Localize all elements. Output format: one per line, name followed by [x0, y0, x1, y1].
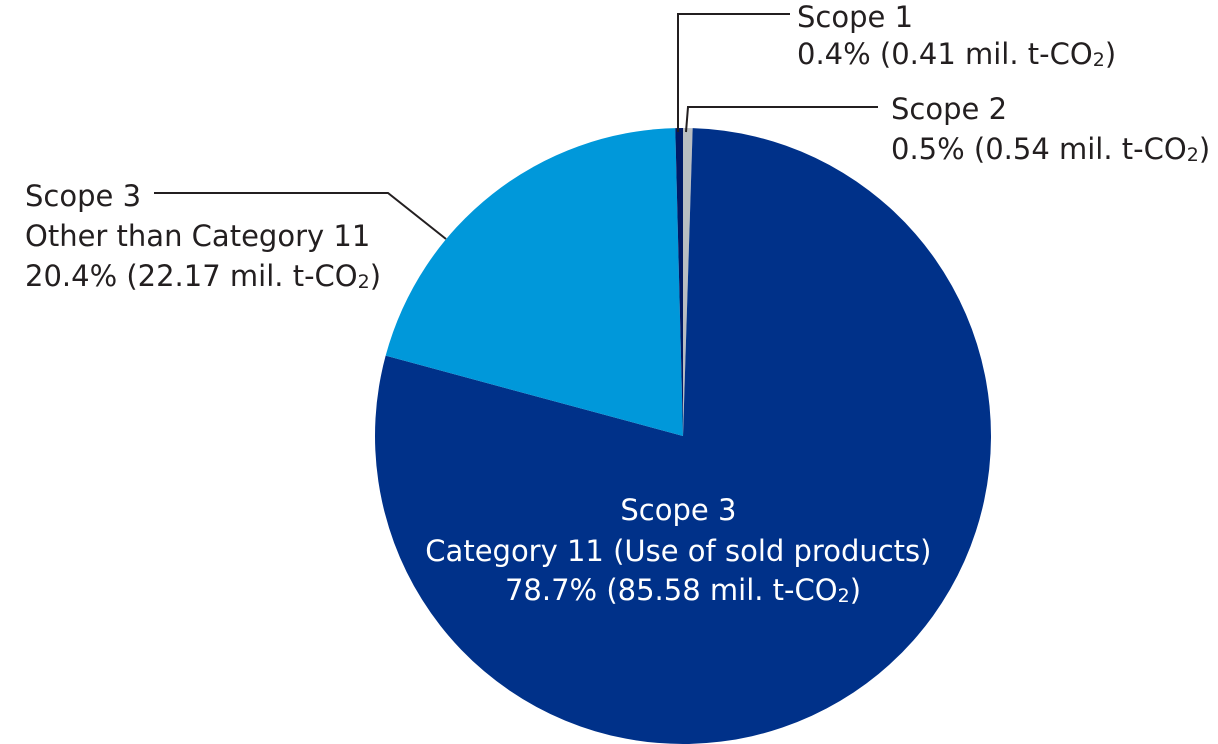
leader-line-scope3-other	[154, 192, 447, 240]
label-scope3-cat11-line1: Scope 3	[620, 493, 736, 527]
label-scope3-cat11-line3: 78.7% (85.58 mil. t-CO	[505, 573, 838, 607]
label-scope2-subscript: 2	[1187, 144, 1199, 166]
pie-slice-scope1	[675, 128, 683, 436]
label-scope3-other-subscript: 2	[358, 271, 370, 293]
label-scope3-other-close: )	[370, 259, 381, 293]
label-scope1-line2: 0.4% (0.41 mil. t-CO	[797, 37, 1093, 71]
leader-line-scope1	[677, 13, 790, 132]
label-scope1-close: )	[1105, 37, 1116, 71]
pie-slice-scope3_other	[385, 128, 683, 436]
label-scope3-other-line3: 20.4% (22.17 mil. t-CO	[25, 259, 358, 293]
leader-line-scope2	[685, 106, 878, 133]
pie-slices	[374, 127, 991, 744]
label-scope1-subscript: 2	[1093, 49, 1105, 71]
pie-slice-scope2	[683, 127, 693, 436]
label-scope3-cat11-line2: Category 11 (Use of sold products)	[425, 534, 931, 568]
label-scope3-other-line1: Scope 3	[25, 179, 141, 213]
label-scope1-line1: Scope 1	[797, 0, 913, 34]
label-scope3-cat11-subscript: 2	[838, 585, 850, 607]
label-scope2-line2: 0.5% (0.54 mil. t-CO	[891, 132, 1187, 166]
pie-slice-scope3_cat11	[374, 128, 991, 744]
label-scope3-cat11-close: )	[850, 573, 861, 607]
label-scope1: Scope 1 0.4% (0.41 mil. t-CO2)	[797, 0, 1116, 71]
label-scope3-other-line2: Other than Category 11	[25, 219, 370, 253]
label-scope2-line1: Scope 2	[891, 92, 1007, 126]
label-scope2: Scope 2 0.5% (0.54 mil. t-CO2)	[891, 92, 1210, 166]
label-scope3-cat11: Scope 3 Category 11 (Use of sold product…	[425, 493, 940, 607]
label-scope3-other: Scope 3 Other than Category 11 20.4% (22…	[25, 179, 381, 293]
label-scope2-close: )	[1199, 132, 1210, 166]
